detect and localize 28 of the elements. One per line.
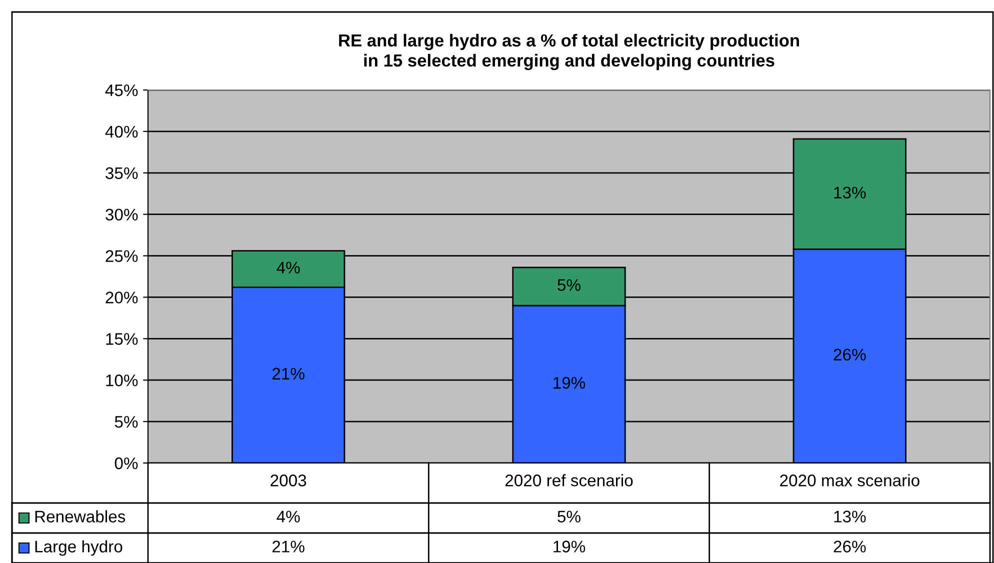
y-tick-label: 10%	[106, 374, 138, 386]
y-tick-label: 0%	[114, 457, 138, 470]
legend-label: Renewables	[35, 510, 126, 522]
text: 21%	[272, 368, 304, 380]
y-tick-label: 30%	[106, 208, 138, 221]
data-label: 19%	[554, 540, 586, 552]
x-tick-label: 2020 ref scenario	[505, 474, 633, 486]
y-tick-label: 35%	[106, 167, 138, 180]
y-tick-label: 15%	[106, 333, 138, 345]
y-tick-label: 45%	[105, 84, 138, 96]
text: 5%	[558, 279, 580, 291]
text: 26%	[834, 348, 866, 361]
chart-title: RE and large hydro as a % of total electricity production in 15 selected emerging and developing countries	[339, 34, 799, 70]
y-tick-label: 5%	[114, 416, 138, 428]
y-tick-label: 40%	[105, 126, 138, 138]
data-label: 21%	[272, 540, 304, 552]
data-label: 13%	[834, 510, 866, 522]
y-tick-label: 25%	[106, 250, 138, 262]
x-tick-label: 2020 max scenario	[780, 474, 920, 486]
data-label: 26%	[834, 540, 866, 552]
text: 19%	[554, 376, 586, 389]
x-tick-label: 2003	[270, 474, 306, 486]
data-label: 5%	[558, 510, 580, 522]
text: 4%	[276, 262, 300, 274]
legend-label: Large hydro	[35, 540, 122, 556]
data-label: 4%	[276, 510, 300, 522]
text: 13%	[834, 186, 866, 198]
y-tick-label: 20%	[106, 292, 138, 304]
